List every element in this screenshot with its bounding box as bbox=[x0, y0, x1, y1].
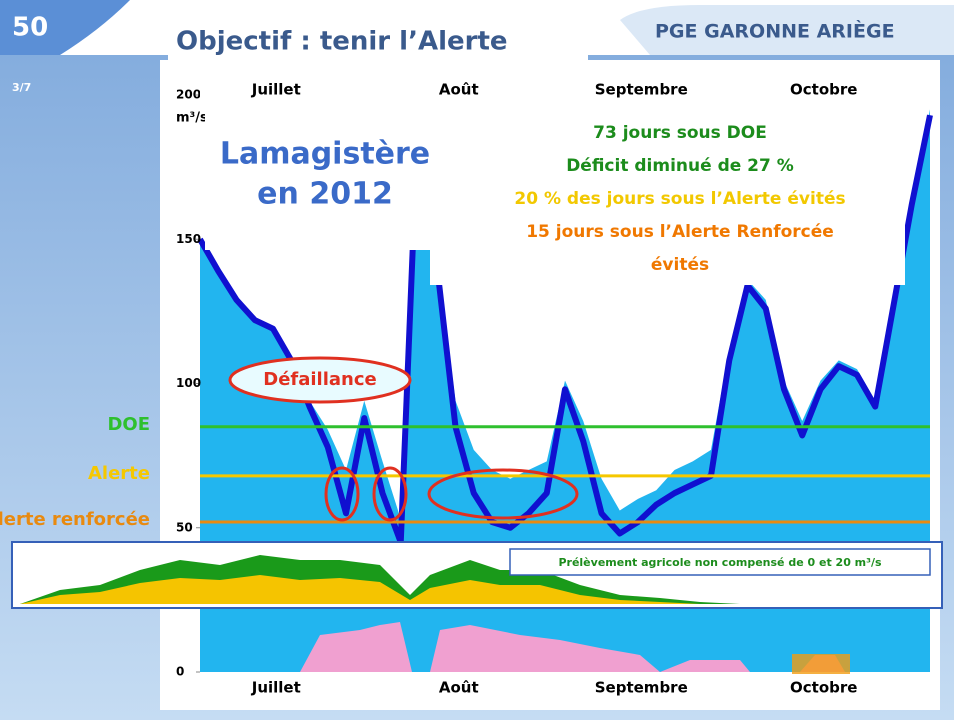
stat-line: 73 jours sous DOE bbox=[593, 123, 767, 143]
header-tab bbox=[620, 5, 954, 55]
lower-area bbox=[300, 622, 845, 672]
inset-caption-box bbox=[509, 548, 931, 576]
stat-line: évités bbox=[651, 255, 709, 275]
title-box bbox=[168, 8, 588, 60]
y-tick-label: 0 bbox=[176, 665, 184, 679]
month-label: Septembre bbox=[595, 679, 688, 697]
threshold-label: Alerte renforcée bbox=[0, 509, 150, 530]
month-label: Août bbox=[439, 81, 479, 99]
plot: DOE Alerte Alerte renforcée 0 50 100 150 200 m³/… bbox=[0, 72, 933, 708]
flow-line bbox=[197, 92, 933, 546]
header-text: PGE GARONNE ARIÈGE bbox=[655, 20, 895, 43]
threshold-label: Alerte bbox=[88, 463, 150, 484]
heading-line: Lamagistère bbox=[220, 137, 430, 172]
y-tick-label: 100 bbox=[176, 376, 201, 390]
inset-caption: Prélèvement agricole non compensé de 0 e… bbox=[558, 556, 882, 569]
stat-line: 20 % des jours sous l’Alerte évités bbox=[514, 189, 845, 209]
month-label: Septembre bbox=[595, 81, 688, 99]
slide-number: 50 bbox=[12, 13, 48, 43]
heading-box bbox=[205, 100, 445, 250]
y-tick-label: 50 bbox=[176, 520, 193, 534]
lower-area-orange bbox=[792, 654, 850, 674]
slide-title: Objectif : tenir l’Alerte bbox=[176, 27, 508, 57]
stats-box bbox=[430, 100, 905, 285]
flow-area bbox=[200, 95, 930, 672]
stat-line: Déficit diminué de 27 % bbox=[566, 156, 794, 176]
y-unit: m³/s bbox=[176, 111, 208, 126]
heading-line: en 2012 bbox=[257, 177, 393, 212]
month-label: Août bbox=[439, 679, 479, 697]
highlight-ellipse bbox=[427, 468, 579, 520]
month-label: Octobre bbox=[790, 81, 857, 99]
month-band bbox=[200, 72, 590, 102]
y-tick-label: 150 bbox=[176, 232, 201, 246]
page-count: 3/7 bbox=[12, 81, 31, 94]
inset-area-yellow bbox=[20, 575, 700, 604]
annotation: Défaillance bbox=[263, 369, 376, 390]
month-label: Octobre bbox=[790, 679, 857, 697]
highlight-ellipse bbox=[324, 466, 360, 522]
annotation-ellipse bbox=[228, 356, 412, 404]
month-label: Juillet bbox=[251, 679, 301, 697]
y-tick-label: 200 bbox=[176, 88, 201, 102]
stat-line: 15 jours sous l’Alerte Renforcée bbox=[526, 222, 834, 242]
month-band bbox=[230, 672, 930, 708]
month-label: Juillet bbox=[251, 81, 301, 99]
highlight-ellipse bbox=[372, 466, 408, 522]
stats: 73 jours sous DOE Déficit diminué de 27 %… bbox=[514, 123, 845, 275]
threshold-label: DOE bbox=[107, 414, 150, 435]
number-tab bbox=[0, 0, 130, 55]
